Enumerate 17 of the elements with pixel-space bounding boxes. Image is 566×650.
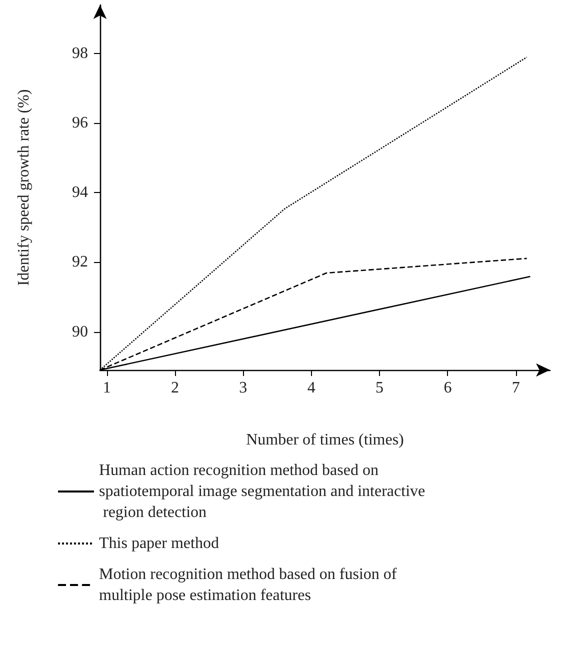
x-tick-label: 5	[376, 380, 384, 396]
x-axis-title: Number of times (times)	[246, 432, 404, 448]
y-tick-label: 98	[72, 45, 88, 62]
y-tick-label: 94	[72, 184, 88, 202]
y-tick-label: 92	[72, 254, 88, 271]
x-tick-label: 1	[102, 380, 111, 396]
legend-label: This paper method	[99, 535, 219, 552]
legend-label: Human action recognition method based on spatiotemporal image segmentation and interactive region detection	[99, 462, 426, 521]
x-tick-label: 3	[239, 380, 248, 396]
y-tick-label: 90	[72, 323, 88, 340]
y-tick-label: 96	[72, 114, 88, 132]
y-axis-title: Identify speed growth rate (%)	[16, 89, 32, 286]
x-tick-label: 6	[444, 380, 452, 396]
x-tick-label: 7	[512, 380, 520, 396]
x-tick-label: 4	[307, 380, 316, 396]
x-tick-label: 2	[171, 380, 179, 396]
legend-label: Motion recognition method based on fusion of multiple pose estimation features	[99, 566, 401, 604]
